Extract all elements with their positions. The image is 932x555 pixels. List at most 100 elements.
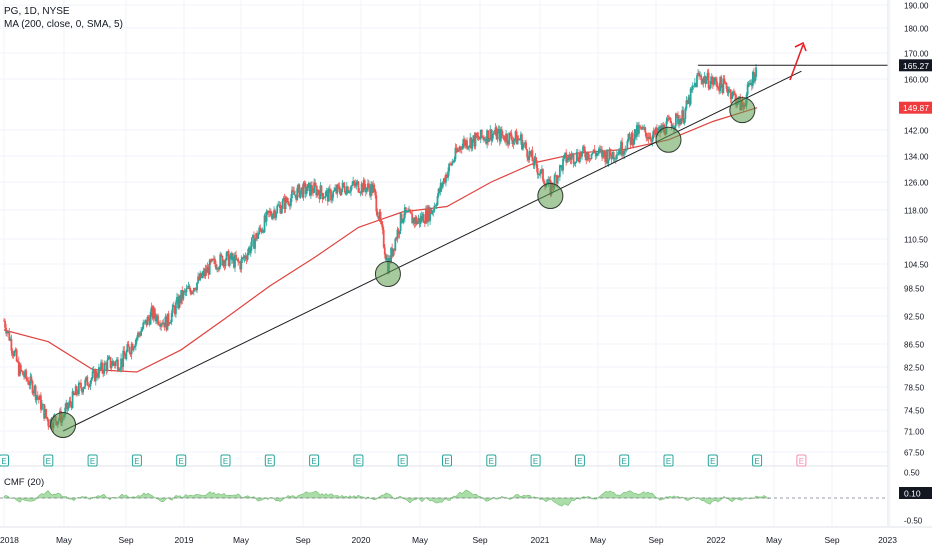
price-axis[interactable]: 190.00 180.00 170.00 160.00 142.00 134.00 126.…: [887, 0, 932, 526]
candle-body: [142, 322, 145, 329]
candle-body: [30, 376, 33, 381]
candle-body: [721, 84, 724, 94]
candle-body: [376, 211, 379, 217]
candle-body: [85, 376, 88, 380]
earnings-marker: [220, 454, 231, 467]
candle-body: [287, 201, 290, 205]
time-tick-label: 2021: [531, 535, 550, 545]
candle-body: [696, 75, 698, 88]
candle-body: [289, 198, 292, 206]
candle-body: [138, 332, 140, 335]
candle-body: [753, 71, 755, 82]
candle-body: [16, 361, 19, 363]
candle-body: [95, 371, 98, 377]
candle-body: [172, 304, 175, 308]
candle-body: [46, 416, 49, 420]
candle-body: [227, 251, 230, 266]
earnings-marker: [87, 454, 98, 467]
time-tick-label: 2022: [707, 535, 726, 545]
candles: [3, 64, 757, 433]
candle-body: [173, 307, 176, 315]
candle-body: [695, 82, 697, 88]
candle-body: [284, 197, 287, 210]
candle-body: [426, 209, 428, 222]
candle-body: [256, 233, 259, 239]
candle-body: [206, 266, 209, 273]
cmf-label: CMF (20): [4, 477, 45, 488]
candle-body: [6, 331, 9, 334]
candle-body: [489, 129, 492, 139]
earnings-marker: [442, 454, 452, 467]
candle-body: [268, 210, 271, 213]
candle-body: [536, 168, 539, 175]
earnings-marker-letter: E: [46, 457, 51, 466]
candle-body: [476, 136, 479, 138]
projection-arrow: [789, 41, 807, 81]
candle-body: [198, 276, 201, 281]
candle-body: [243, 255, 246, 259]
candle-body: [727, 90, 730, 94]
candle-body: [86, 376, 89, 386]
candle-body: [710, 76, 713, 81]
candle-body: [548, 179, 551, 180]
candle-body: [11, 350, 14, 354]
price-tick-label: 134.00: [904, 153, 929, 162]
candle-body: [194, 287, 196, 290]
candle-body: [23, 375, 25, 378]
candle-body: [368, 183, 370, 189]
candle-body: [275, 213, 278, 218]
candle-body: [230, 253, 233, 261]
candle-body: [27, 380, 30, 385]
candle-body: [751, 71, 754, 86]
candle-body: [750, 82, 753, 86]
candle-body: [372, 184, 375, 193]
earnings-marker-letter: E: [311, 457, 316, 466]
candle-body: [82, 388, 85, 393]
candle-body: [263, 215, 266, 233]
candle-body: [41, 404, 43, 410]
candle-body: [187, 285, 190, 289]
time-axis[interactable]: 2018 May Sep 2019 May Sep 2020 May Sep 2021 May Sep…: [0, 526, 932, 545]
candle-body: [732, 91, 735, 94]
candle-body: [385, 258, 388, 261]
candle-body: [102, 371, 105, 374]
candle-body: [679, 119, 682, 125]
candle-body: [117, 359, 119, 371]
candle-body: [445, 174, 447, 183]
candle-body: [228, 258, 231, 266]
candle-body: [271, 215, 273, 219]
candle-body: [229, 253, 232, 259]
grid-lines: [0, 0, 891, 526]
candle-body: [693, 82, 696, 86]
candle-body: [497, 128, 500, 132]
candle-body: [534, 157, 537, 161]
time-tick-label: May: [590, 535, 607, 545]
candle-body: [634, 129, 637, 137]
candle-body: [3, 320, 5, 322]
price-tick-label: 82.50: [904, 364, 925, 373]
candle-body: [594, 152, 597, 157]
candle-body: [344, 192, 347, 195]
candle-body: [103, 363, 106, 374]
candle-body: [126, 344, 129, 352]
candle-body: [708, 87, 711, 89]
candle-body: [248, 247, 251, 254]
earnings-marker-letter: E: [666, 457, 671, 466]
price-tick-label: 104.50: [904, 261, 929, 270]
candle-body: [233, 256, 235, 268]
candle-body: [430, 209, 433, 214]
candle-body: [119, 368, 121, 370]
candle-body: [431, 212, 434, 214]
earnings-marker: [131, 454, 142, 467]
candle-body: [224, 260, 227, 267]
candle-body: [576, 152, 579, 160]
earnings-marker-letter: E: [533, 457, 538, 466]
candle-body: [297, 184, 300, 189]
candle-body: [352, 181, 355, 185]
candle-body: [632, 140, 635, 146]
candle-body: [451, 161, 454, 166]
candle-body: [500, 129, 503, 136]
candle-body: [245, 258, 248, 260]
touch-point-circle: [374, 261, 401, 287]
